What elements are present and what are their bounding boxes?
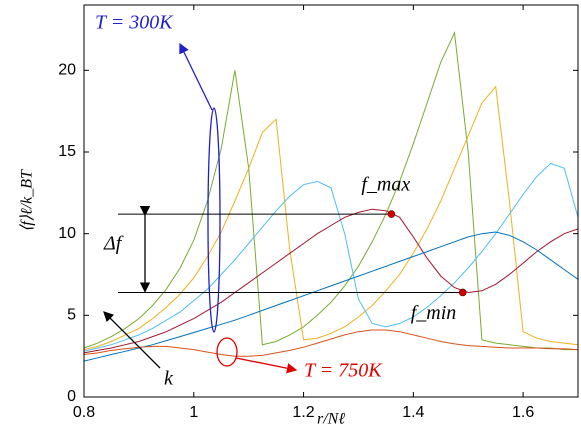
marker-label: f_max <box>361 174 410 196</box>
y-axis-label: ⟨f⟩ℓ/k_BT <box>19 169 36 232</box>
y-tick-label: 10 <box>58 225 76 242</box>
marker-point <box>387 210 396 218</box>
axes-frame <box>83 4 579 398</box>
x-tick-label: 0.8 <box>73 404 95 421</box>
x-axis-label: r/Nℓ <box>317 411 345 428</box>
y-tick-label: 15 <box>58 143 76 160</box>
data-line <box>84 162 578 352</box>
data-line <box>84 231 578 362</box>
arrow-k <box>103 311 161 369</box>
annotation: T = 750K <box>304 360 383 382</box>
annotation: k <box>164 368 174 390</box>
marker-point <box>458 288 467 297</box>
plot-area <box>84 30 578 362</box>
arrow-low-t <box>179 42 213 111</box>
data-line <box>84 329 578 357</box>
y-tick-label: 5 <box>67 307 76 324</box>
x-tick-label: 1.2 <box>292 404 314 421</box>
data-line <box>84 85 578 351</box>
arrow-high-t <box>235 357 298 374</box>
y-tick-label: 0 <box>67 388 76 405</box>
marker-label: f_min <box>411 302 457 324</box>
ellipse-high-t <box>216 337 238 367</box>
annotation: Δf <box>103 233 124 255</box>
ellipse-low-t <box>207 107 221 333</box>
data-line <box>84 208 578 354</box>
y-tick-label: 20 <box>58 62 76 79</box>
x-tick-label: 1 <box>189 404 198 421</box>
annotation: T = 300K <box>95 12 174 34</box>
x-tick-label: 1.6 <box>512 404 534 421</box>
x-tick-label: 1.4 <box>402 404 424 421</box>
data-line <box>84 30 578 351</box>
